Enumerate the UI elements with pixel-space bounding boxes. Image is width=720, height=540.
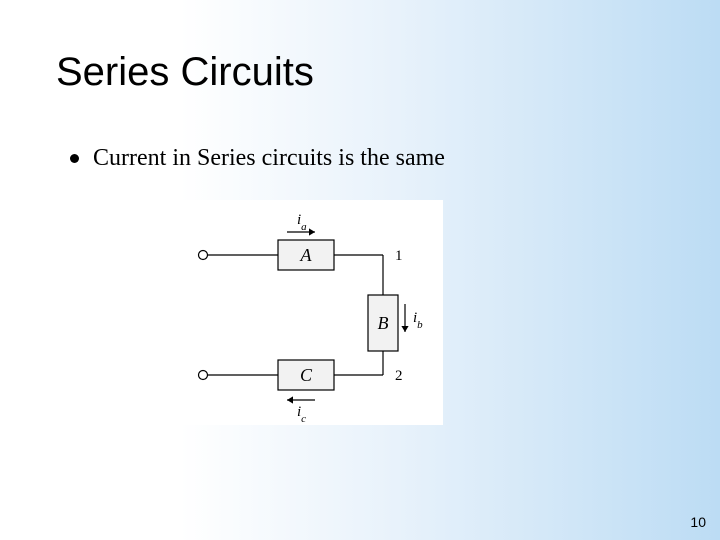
- bullet-item: Current in Series circuits is the same: [70, 145, 445, 172]
- bullet-dot-icon: [70, 154, 79, 163]
- circuit-diagram: A B C 1 2 ia ib ic: [183, 200, 443, 425]
- svg-text:ic: ic: [297, 404, 306, 425]
- svg-text:A: A: [300, 245, 313, 265]
- circuit-svg: A B C 1 2 ia ib ic: [183, 200, 443, 425]
- svg-text:1: 1: [395, 248, 403, 264]
- slide-title: Series Circuits: [56, 50, 314, 95]
- slide: Series Circuits Current in Series circui…: [0, 0, 720, 540]
- bullet-text: Current in Series circuits is the same: [93, 145, 445, 172]
- svg-text:ib: ib: [413, 310, 423, 331]
- svg-text:ia: ia: [297, 212, 307, 233]
- svg-text:B: B: [378, 313, 389, 333]
- svg-text:C: C: [300, 365, 313, 385]
- page-number: 10: [690, 514, 706, 530]
- svg-text:2: 2: [395, 368, 403, 384]
